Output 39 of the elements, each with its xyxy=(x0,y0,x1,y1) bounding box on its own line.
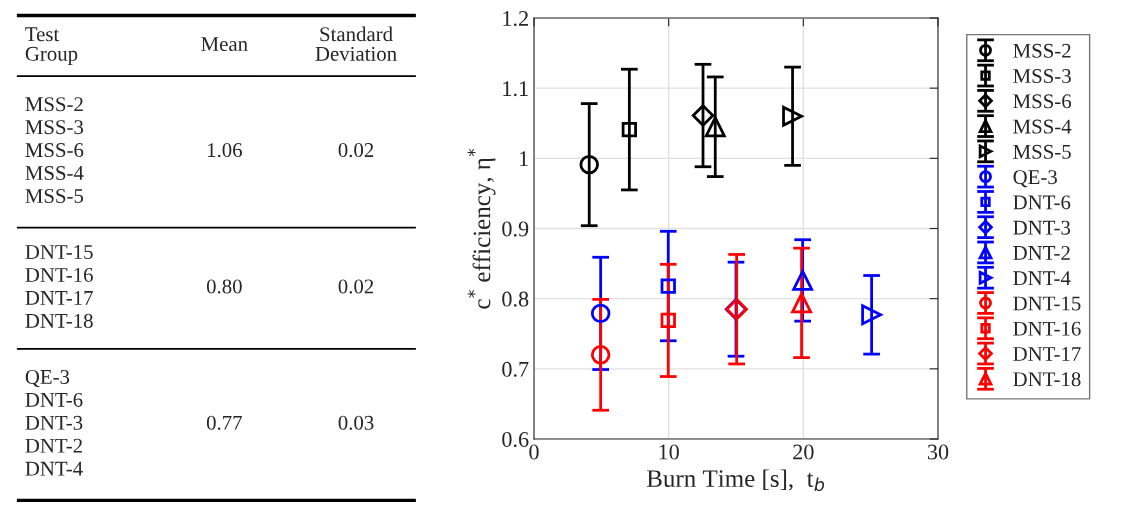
x-tick-label: 30 xyxy=(927,444,949,460)
text: 0.02 xyxy=(338,143,374,158)
y-tick-label: 0.8 xyxy=(502,291,529,307)
text: 0.80 xyxy=(206,279,242,294)
legend-label: DNT-17 xyxy=(1013,347,1081,361)
x-tick-label: 20 xyxy=(793,444,814,460)
legend-label: DNT-18 xyxy=(1013,372,1081,387)
y-tick-label: 0.6 xyxy=(502,431,529,448)
category-label: Test Group xyxy=(25,27,78,66)
legend-label: MSS-4 xyxy=(1013,119,1072,134)
legend-label: DNT-2 xyxy=(1013,245,1070,260)
y-axis-title: c$^{*}$ efficiency, η$^{*}$ xyxy=(467,148,496,309)
x-tick-label: 10 xyxy=(659,444,679,460)
legend-label: DNT-15 xyxy=(1013,296,1081,311)
text: 1.06 xyxy=(207,143,242,158)
text: 0.02 xyxy=(338,279,374,294)
legend-label: DNT-6 xyxy=(1013,195,1071,210)
y-tick-label: 1 xyxy=(519,151,528,167)
legend-label: MSS-2 xyxy=(1013,43,1071,58)
y-tick-label: 1.1 xyxy=(503,81,528,97)
text: 0.77 xyxy=(206,415,242,430)
category-label: Standard Deviation xyxy=(315,26,397,61)
legend-label: QE-3 xyxy=(1013,170,1057,188)
text: QE-3 DNT-6 DNT-3 DNT-2 DNT-4 xyxy=(25,369,83,476)
legend-label: MSS-6 xyxy=(1013,94,1072,109)
text: DNT-15 DNT-16 DNT-17 DNT-18 xyxy=(25,245,93,328)
legend-label: MSS-5 xyxy=(1013,144,1071,159)
y-tick-label: 1.2 xyxy=(503,10,528,27)
y-tick-label: 0.7 xyxy=(502,361,529,377)
text: MSS-2 MSS-3 MSS-6 MSS-4 MSS-5 xyxy=(25,97,84,203)
x-tick-label: 0 xyxy=(529,444,539,460)
legend-label: MSS-3 xyxy=(1013,69,1071,84)
y-tick-label: 0.9 xyxy=(502,221,529,237)
x-axis-title: Burn Time [s], t$_{b}$ xyxy=(646,469,825,492)
legend-label: DNT-3 xyxy=(1013,220,1071,235)
legend-label: DNT-4 xyxy=(1013,271,1071,286)
category-label: Mean xyxy=(201,37,248,52)
text: 0.03 xyxy=(338,415,374,430)
legend-label: DNT-16 xyxy=(1013,321,1081,336)
